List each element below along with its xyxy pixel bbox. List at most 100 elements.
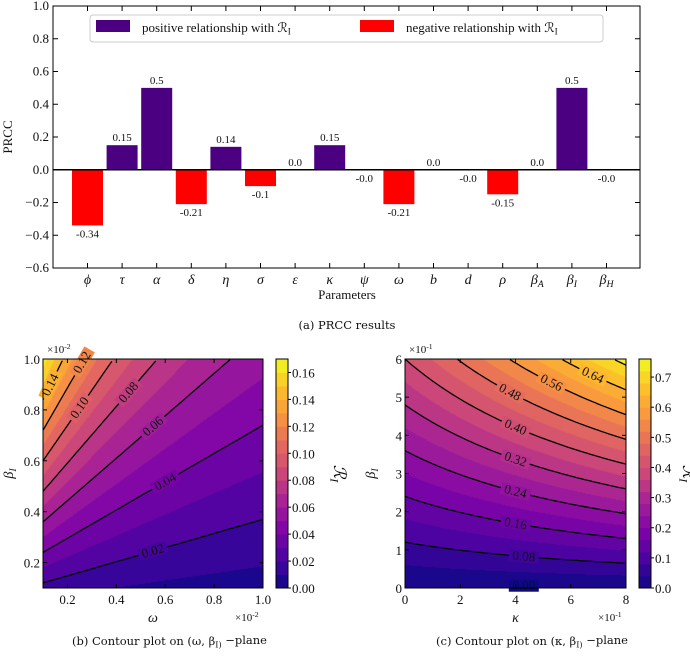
x-tick-label: 4 xyxy=(512,592,519,607)
y-tick-label: −0.6 xyxy=(25,260,49,275)
bar-value-label: -0.21 xyxy=(387,207,410,219)
contour-label-gap xyxy=(66,392,94,424)
y-tick-label: 3 xyxy=(396,467,403,482)
bar-negative xyxy=(487,169,519,195)
bar-positive xyxy=(141,87,173,170)
bar-value-label: -0.34 xyxy=(76,228,99,240)
y-tick-label: 4 xyxy=(396,428,403,443)
contour-label-gap xyxy=(499,515,532,533)
contour-label-gap xyxy=(114,377,143,408)
contour-label-gap xyxy=(499,415,532,439)
category-label: ψ xyxy=(360,273,369,288)
bar-positive xyxy=(556,87,588,170)
colorbar-band xyxy=(639,479,651,493)
y-tick-label: 0.4 xyxy=(33,96,50,111)
colorbar-label: ℛI xyxy=(676,465,690,484)
colorbar-tick-label: 0.08 xyxy=(292,473,315,488)
y-tick-label: 0.6 xyxy=(33,64,50,79)
y-tick-label: 6 xyxy=(396,352,403,367)
category-label: βI xyxy=(566,273,578,290)
y-tick-label: −0.4 xyxy=(25,227,49,242)
colorbar-band xyxy=(639,551,651,565)
plot-frame-a xyxy=(52,5,641,269)
contour-line xyxy=(42,359,231,523)
colorbar-band xyxy=(639,383,651,396)
legend-entry-label: positive relationship with ℛI xyxy=(142,20,291,37)
contour-label: 0.08 xyxy=(512,548,536,565)
caption-a: (a) PRCC results xyxy=(299,318,396,332)
contour-label-gap xyxy=(508,579,539,592)
colorbar-tick-label: 0.6 xyxy=(655,400,672,415)
contour-label-gap xyxy=(499,481,532,502)
bar-value-label: -0.0 xyxy=(598,173,616,185)
colorbar-band xyxy=(639,539,651,553)
category-label: βA xyxy=(530,273,545,290)
bar-positive xyxy=(210,146,242,170)
colorbar-tick-label: 0.06 xyxy=(292,500,315,515)
colorbar-tick-label: 0.4 xyxy=(655,460,672,475)
bar-positive xyxy=(106,145,138,170)
colorbar-band xyxy=(639,455,651,468)
colorbar-tick-label: 0.04 xyxy=(292,527,315,542)
y-axis-label: PRCC xyxy=(0,120,15,153)
category-label: τ xyxy=(120,273,126,288)
colorbar-band xyxy=(276,372,288,387)
contour-label-gap xyxy=(38,368,63,401)
colorbar-band xyxy=(276,385,288,400)
colorbar-band xyxy=(639,431,651,444)
category-label: ω xyxy=(394,273,404,288)
colorbar-band xyxy=(639,359,651,372)
colorbar-tick-label: 0.7 xyxy=(655,370,672,385)
contour-label: 0.00 xyxy=(512,578,535,593)
colorbar-band xyxy=(276,453,288,468)
category-label: ρ xyxy=(498,273,506,288)
contour-label-gap xyxy=(137,412,169,441)
x-multiplier: ×10-1 xyxy=(598,610,622,624)
category-label: ϕ xyxy=(84,273,91,288)
colorbar-band xyxy=(276,534,288,549)
y-tick-label: 0.0 xyxy=(33,162,49,177)
contour-label-gap xyxy=(69,346,95,379)
x-tick-label: 0.8 xyxy=(206,592,222,607)
colorbar-band xyxy=(639,419,651,432)
y-tick-label: 0 xyxy=(396,581,403,596)
colorbar-tick-label: 0.0 xyxy=(655,581,671,596)
contour-label-gap xyxy=(576,363,609,388)
contour-line xyxy=(614,359,627,366)
colorbar-band xyxy=(276,520,288,535)
bar-value-label: -0.21 xyxy=(180,207,203,219)
contour-label: 0.24 xyxy=(503,481,529,501)
y-tick-label: 0.2 xyxy=(24,556,40,571)
bar-value-label: 0.15 xyxy=(320,132,340,144)
y-axis-label: βI xyxy=(364,468,381,480)
bar-negative xyxy=(72,169,103,226)
contour-line xyxy=(509,359,627,416)
colorbar-tick-label: 0.12 xyxy=(292,419,315,434)
legend-swatch xyxy=(96,20,130,32)
bar-positive xyxy=(314,145,346,170)
bar-value-label: 0.15 xyxy=(112,132,132,144)
colorbar-band xyxy=(639,563,651,577)
category-label: σ xyxy=(257,273,265,288)
contour-label-gap xyxy=(136,541,170,562)
y-tick-label: 1.0 xyxy=(33,0,49,13)
colorbar-band xyxy=(276,359,288,373)
colorbar-band xyxy=(639,407,651,420)
contour-label: 0.16 xyxy=(503,514,528,533)
contour-label-gap xyxy=(493,379,527,405)
colorbar-band xyxy=(276,480,288,495)
colorbar-band xyxy=(276,574,288,589)
colorbar-band xyxy=(639,491,651,505)
bar-value-label: -0.0 xyxy=(356,173,374,185)
category-label: b xyxy=(430,273,437,288)
bar-value-label: -0.15 xyxy=(491,197,514,209)
category-label: δ xyxy=(188,273,195,288)
category-label: η xyxy=(222,273,229,288)
category-label: α xyxy=(153,273,161,288)
contour-line xyxy=(457,358,627,441)
colorbar-band xyxy=(276,412,288,427)
colorbar-band xyxy=(639,515,651,529)
contour-label-gap xyxy=(149,468,182,495)
